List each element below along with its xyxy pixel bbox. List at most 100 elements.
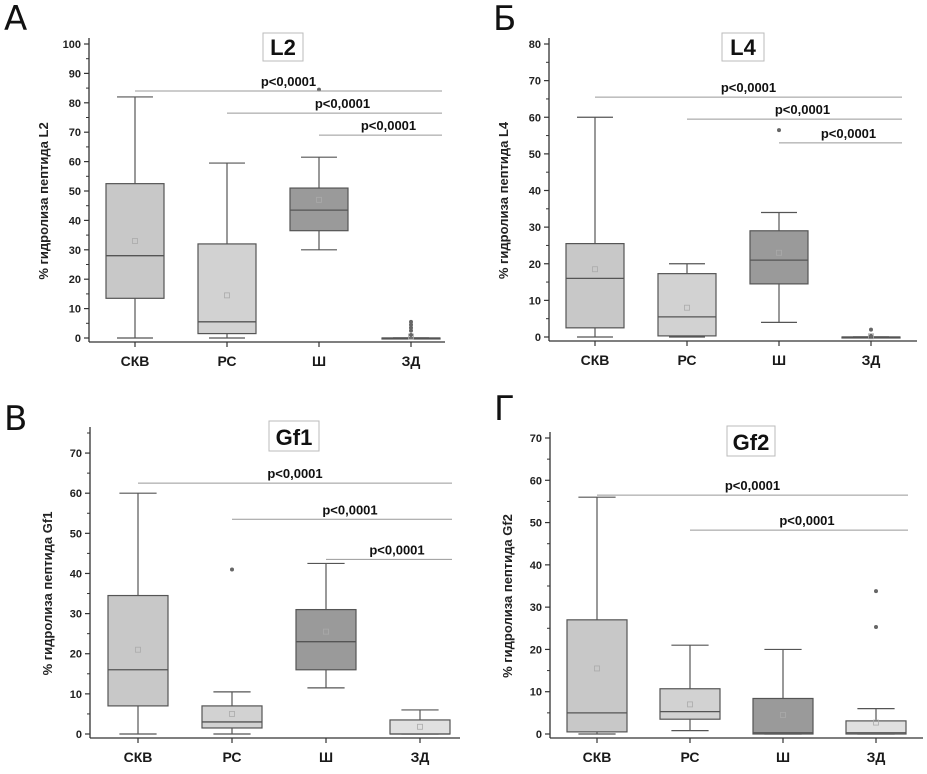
p-value-label: p<0,0001 — [775, 102, 830, 117]
chart-title-box — [726, 425, 776, 457]
mean-marker — [780, 712, 786, 718]
y-tick-label: 20 — [530, 644, 542, 656]
p-value-label: p<0,0001 — [779, 513, 834, 528]
x-tick-label: СКВ — [583, 749, 612, 765]
y-tick-label: 30 — [529, 222, 541, 234]
y-tick-label: 60 — [70, 488, 82, 500]
p-value-label: p<0,0001 — [721, 80, 776, 95]
y-tick-label: 60 — [69, 157, 81, 169]
y-tick-label: 100 — [63, 39, 81, 51]
chart-panel-4: Г 0 10 20 30 40 50 60 70 % гидролиза пептида Gf2 G… — [494, 389, 923, 765]
y-tick-label: 90 — [69, 68, 81, 80]
mean-marker — [873, 719, 879, 726]
y-tick-label: 70 — [530, 433, 542, 445]
iqr-box — [845, 720, 907, 735]
box-1 — [565, 116, 625, 338]
y-tick-label: 0 — [535, 332, 541, 344]
iqr-box — [289, 187, 349, 232]
x-tick-label: Ш — [319, 749, 333, 765]
x-tick-label: СКВ — [581, 352, 610, 368]
y-tick-label: 60 — [529, 112, 541, 124]
box-3 — [295, 562, 357, 689]
y-tick-label: 50 — [69, 186, 81, 198]
mean-marker — [868, 333, 874, 340]
chart-title-box — [721, 32, 765, 62]
iqr-box — [659, 688, 721, 720]
outlier-point — [409, 322, 413, 327]
mean-marker — [592, 266, 598, 273]
y-tick-label: 0 — [536, 729, 542, 741]
mean-marker — [224, 292, 230, 299]
x-tick-label: Ш — [776, 749, 790, 765]
box-3 — [749, 128, 809, 323]
box-4 — [841, 327, 901, 340]
iqr-box — [565, 243, 625, 329]
mean-marker — [594, 665, 600, 672]
y-tick-label: 20 — [70, 649, 82, 661]
y-tick-label: 50 — [70, 528, 82, 540]
y-tick-label: 30 — [69, 245, 81, 257]
box-3 — [289, 87, 349, 251]
mean-marker — [776, 249, 782, 256]
y-tick-label: 20 — [529, 259, 541, 271]
box-2 — [197, 162, 257, 339]
chart-title-box — [268, 420, 320, 452]
mean-marker — [135, 646, 141, 653]
iqr-box — [752, 697, 814, 735]
iqr-box — [201, 705, 263, 729]
chart-title-box — [262, 32, 304, 62]
iqr-box — [566, 619, 628, 733]
chart-panel-2: Б 0 10 20 30 40 50 60 70 80 % гидролиза пептида L4… — [493, 0, 917, 368]
outlier-point — [869, 327, 873, 332]
y-tick-label: 30 — [530, 602, 542, 614]
y-axis-label: % гидролиза пептида L4 — [496, 121, 511, 279]
y-tick-label: 10 — [530, 687, 542, 699]
p-value-label: p<0,0001 — [267, 466, 322, 481]
mean-marker — [229, 711, 235, 717]
y-axis-label: % гидролиза пептида Gf1 — [40, 512, 55, 676]
x-tick-label: СКВ — [121, 353, 150, 369]
box-1 — [105, 96, 165, 339]
panel-letter: В — [4, 399, 27, 439]
y-tick-label: 20 — [69, 274, 81, 286]
box-4 — [381, 319, 441, 340]
mean-marker — [132, 238, 138, 244]
x-tick-label: РС — [680, 749, 699, 765]
p-value-label: p<0,0001 — [361, 118, 416, 133]
box-3 — [752, 648, 814, 735]
chart-panel-1: А 0 10 20 30 40 50 60 70 80 90 100 % гидролиза пепти… — [4, 0, 445, 369]
box-2 — [657, 263, 717, 338]
x-tick-label: ЗД — [402, 353, 421, 369]
p-value-label: p<0,0001 — [261, 74, 316, 89]
iqr-box — [657, 273, 717, 337]
y-tick-label: 0 — [75, 333, 81, 345]
iqr-box — [197, 243, 257, 335]
p-value-label: p<0,0001 — [315, 96, 370, 111]
p-value-label: p<0,0001 — [369, 542, 424, 557]
iqr-box — [389, 719, 451, 735]
box-2 — [201, 567, 263, 735]
y-tick-label: 60 — [530, 475, 542, 487]
outlier-point — [869, 333, 873, 338]
panel-letter: Г — [494, 389, 515, 429]
iqr-box — [749, 230, 809, 285]
y-tick-label: 80 — [69, 98, 81, 110]
outlier-point — [777, 128, 781, 133]
box-2 — [659, 644, 721, 732]
y-axis-label: % гидролиза пептида Gf2 — [500, 514, 515, 678]
y-tick-label: 0 — [76, 729, 82, 741]
x-tick-label: РС — [222, 749, 241, 765]
outlier-point — [874, 589, 878, 594]
y-tick-label: 70 — [529, 76, 541, 88]
mean-marker — [687, 701, 693, 708]
mean-marker — [417, 723, 423, 730]
chart-title: L2 — [270, 35, 296, 60]
x-tick-label: ЗД — [867, 749, 886, 765]
outlier-point — [409, 333, 413, 338]
box-1 — [566, 496, 628, 735]
chart-title: Gf1 — [276, 425, 313, 450]
x-tick-label: РС — [217, 353, 236, 369]
y-tick-label: 10 — [69, 304, 81, 316]
box-4 — [389, 709, 451, 735]
